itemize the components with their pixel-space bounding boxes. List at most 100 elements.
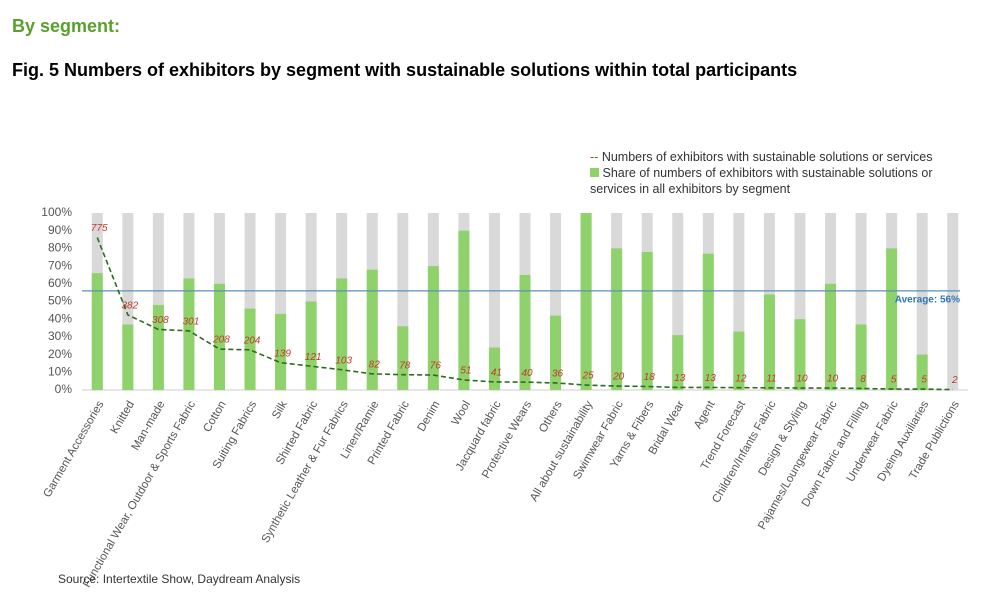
legend-item: -- Numbers of exhibitors with sustainabl… bbox=[590, 149, 960, 165]
bar-background bbox=[855, 213, 867, 390]
bar bbox=[825, 283, 837, 390]
bar bbox=[336, 278, 348, 390]
x-tick-label: Garment Accessories bbox=[41, 399, 106, 500]
bar-background bbox=[916, 213, 928, 390]
bar bbox=[152, 305, 164, 390]
y-tick-label: 0% bbox=[55, 382, 73, 396]
bar bbox=[763, 294, 775, 390]
bar bbox=[488, 347, 500, 390]
bar bbox=[580, 213, 592, 390]
data-label: 103 bbox=[335, 355, 352, 366]
x-tick-label: Wool bbox=[450, 399, 473, 428]
data-label: 18 bbox=[644, 372, 656, 383]
data-label: 13 bbox=[705, 373, 717, 384]
y-tick-label: 100% bbox=[41, 205, 72, 219]
y-tick-label: 40% bbox=[48, 311, 72, 325]
data-label: 5 bbox=[891, 375, 897, 386]
bar bbox=[427, 266, 439, 390]
bar-background bbox=[733, 213, 745, 390]
line bbox=[96, 237, 953, 391]
bar bbox=[855, 324, 867, 390]
data-label: 40 bbox=[521, 368, 533, 379]
data-label: 13 bbox=[674, 373, 686, 384]
data-label: 308 bbox=[152, 315, 169, 326]
data-label: 11 bbox=[766, 373, 776, 384]
data-label: 51 bbox=[460, 366, 471, 377]
legend: -- Numbers of exhibitors with sustainabl… bbox=[590, 149, 960, 197]
bar bbox=[213, 283, 225, 390]
bar bbox=[397, 326, 409, 390]
legend-item: Share of numbers of exhibitors with sust… bbox=[590, 165, 960, 197]
bar bbox=[641, 251, 653, 390]
y-tick-label: 50% bbox=[48, 294, 72, 308]
bar bbox=[672, 335, 684, 390]
bar-background bbox=[275, 213, 287, 390]
data-label: 82 bbox=[369, 360, 381, 371]
source: Source: Intertextile Show, Daydream Anal… bbox=[58, 572, 301, 586]
bar-background bbox=[794, 213, 806, 390]
bar bbox=[550, 315, 562, 390]
y-tick-label: 80% bbox=[48, 241, 72, 255]
bar bbox=[366, 269, 378, 390]
bar bbox=[305, 301, 317, 390]
legend-label: Numbers of exhibitors with sustainable s… bbox=[601, 150, 933, 164]
bar bbox=[916, 354, 928, 390]
bar-background bbox=[672, 213, 684, 390]
header: By segment: bbox=[12, 16, 121, 36]
bar-background bbox=[947, 213, 959, 390]
data-label: 204 bbox=[243, 336, 261, 347]
y-tick-label: 90% bbox=[48, 223, 72, 237]
data-label: 36 bbox=[552, 369, 564, 380]
data-label: 2 bbox=[951, 375, 958, 386]
bar bbox=[122, 324, 134, 390]
data-label: 10 bbox=[827, 374, 839, 385]
data-label: 5 bbox=[921, 375, 927, 386]
data-label: 121 bbox=[305, 352, 322, 363]
bar-background bbox=[244, 213, 256, 390]
legend-swatch bbox=[590, 168, 599, 177]
bar bbox=[519, 274, 531, 390]
bar bbox=[91, 273, 103, 390]
legend-swatch: -- bbox=[590, 150, 599, 164]
y-tick-label: 20% bbox=[48, 347, 72, 361]
bar bbox=[458, 230, 470, 390]
data-label: 8 bbox=[860, 374, 866, 385]
bar bbox=[244, 308, 256, 390]
y-tick-label: 30% bbox=[48, 329, 72, 343]
x-tick-label: Denim bbox=[416, 399, 443, 434]
bar-background bbox=[122, 213, 134, 390]
bar bbox=[183, 278, 195, 390]
data-label: 775 bbox=[91, 223, 108, 234]
bar-background bbox=[152, 213, 164, 390]
x-tick-label: Knitted bbox=[109, 399, 137, 436]
legend-label: Share of numbers of exhibitors with sust… bbox=[590, 166, 933, 196]
y-tick-label: 10% bbox=[48, 364, 72, 378]
x-tick-label: Others bbox=[537, 399, 565, 435]
y-tick-label: 60% bbox=[48, 276, 72, 290]
data-label: 76 bbox=[430, 361, 442, 372]
data-label: 301 bbox=[183, 316, 200, 327]
data-label: 25 bbox=[582, 371, 595, 382]
bar bbox=[794, 319, 806, 390]
data-label: 20 bbox=[612, 372, 625, 383]
bar-background bbox=[488, 213, 500, 390]
data-label: 78 bbox=[399, 360, 411, 371]
bar bbox=[275, 313, 287, 390]
data-label: 41 bbox=[491, 368, 502, 379]
data-label: 208 bbox=[212, 335, 230, 346]
x-tick-label: Cotton bbox=[201, 399, 228, 434]
bar bbox=[611, 248, 623, 390]
data-label: 12 bbox=[735, 373, 747, 384]
data-label: 10 bbox=[796, 374, 808, 385]
y-tick-label: 70% bbox=[48, 258, 72, 272]
bar bbox=[886, 248, 898, 390]
bar bbox=[702, 253, 714, 390]
x-tick-label: Agent bbox=[692, 398, 718, 431]
bar bbox=[733, 331, 745, 390]
average-label: Average: 56% bbox=[895, 295, 960, 306]
chart-title: Fig. 5 Numbers of exhibitors by segment … bbox=[12, 60, 798, 80]
x-tick-label: Silk bbox=[270, 399, 290, 421]
bar-background bbox=[550, 213, 562, 390]
